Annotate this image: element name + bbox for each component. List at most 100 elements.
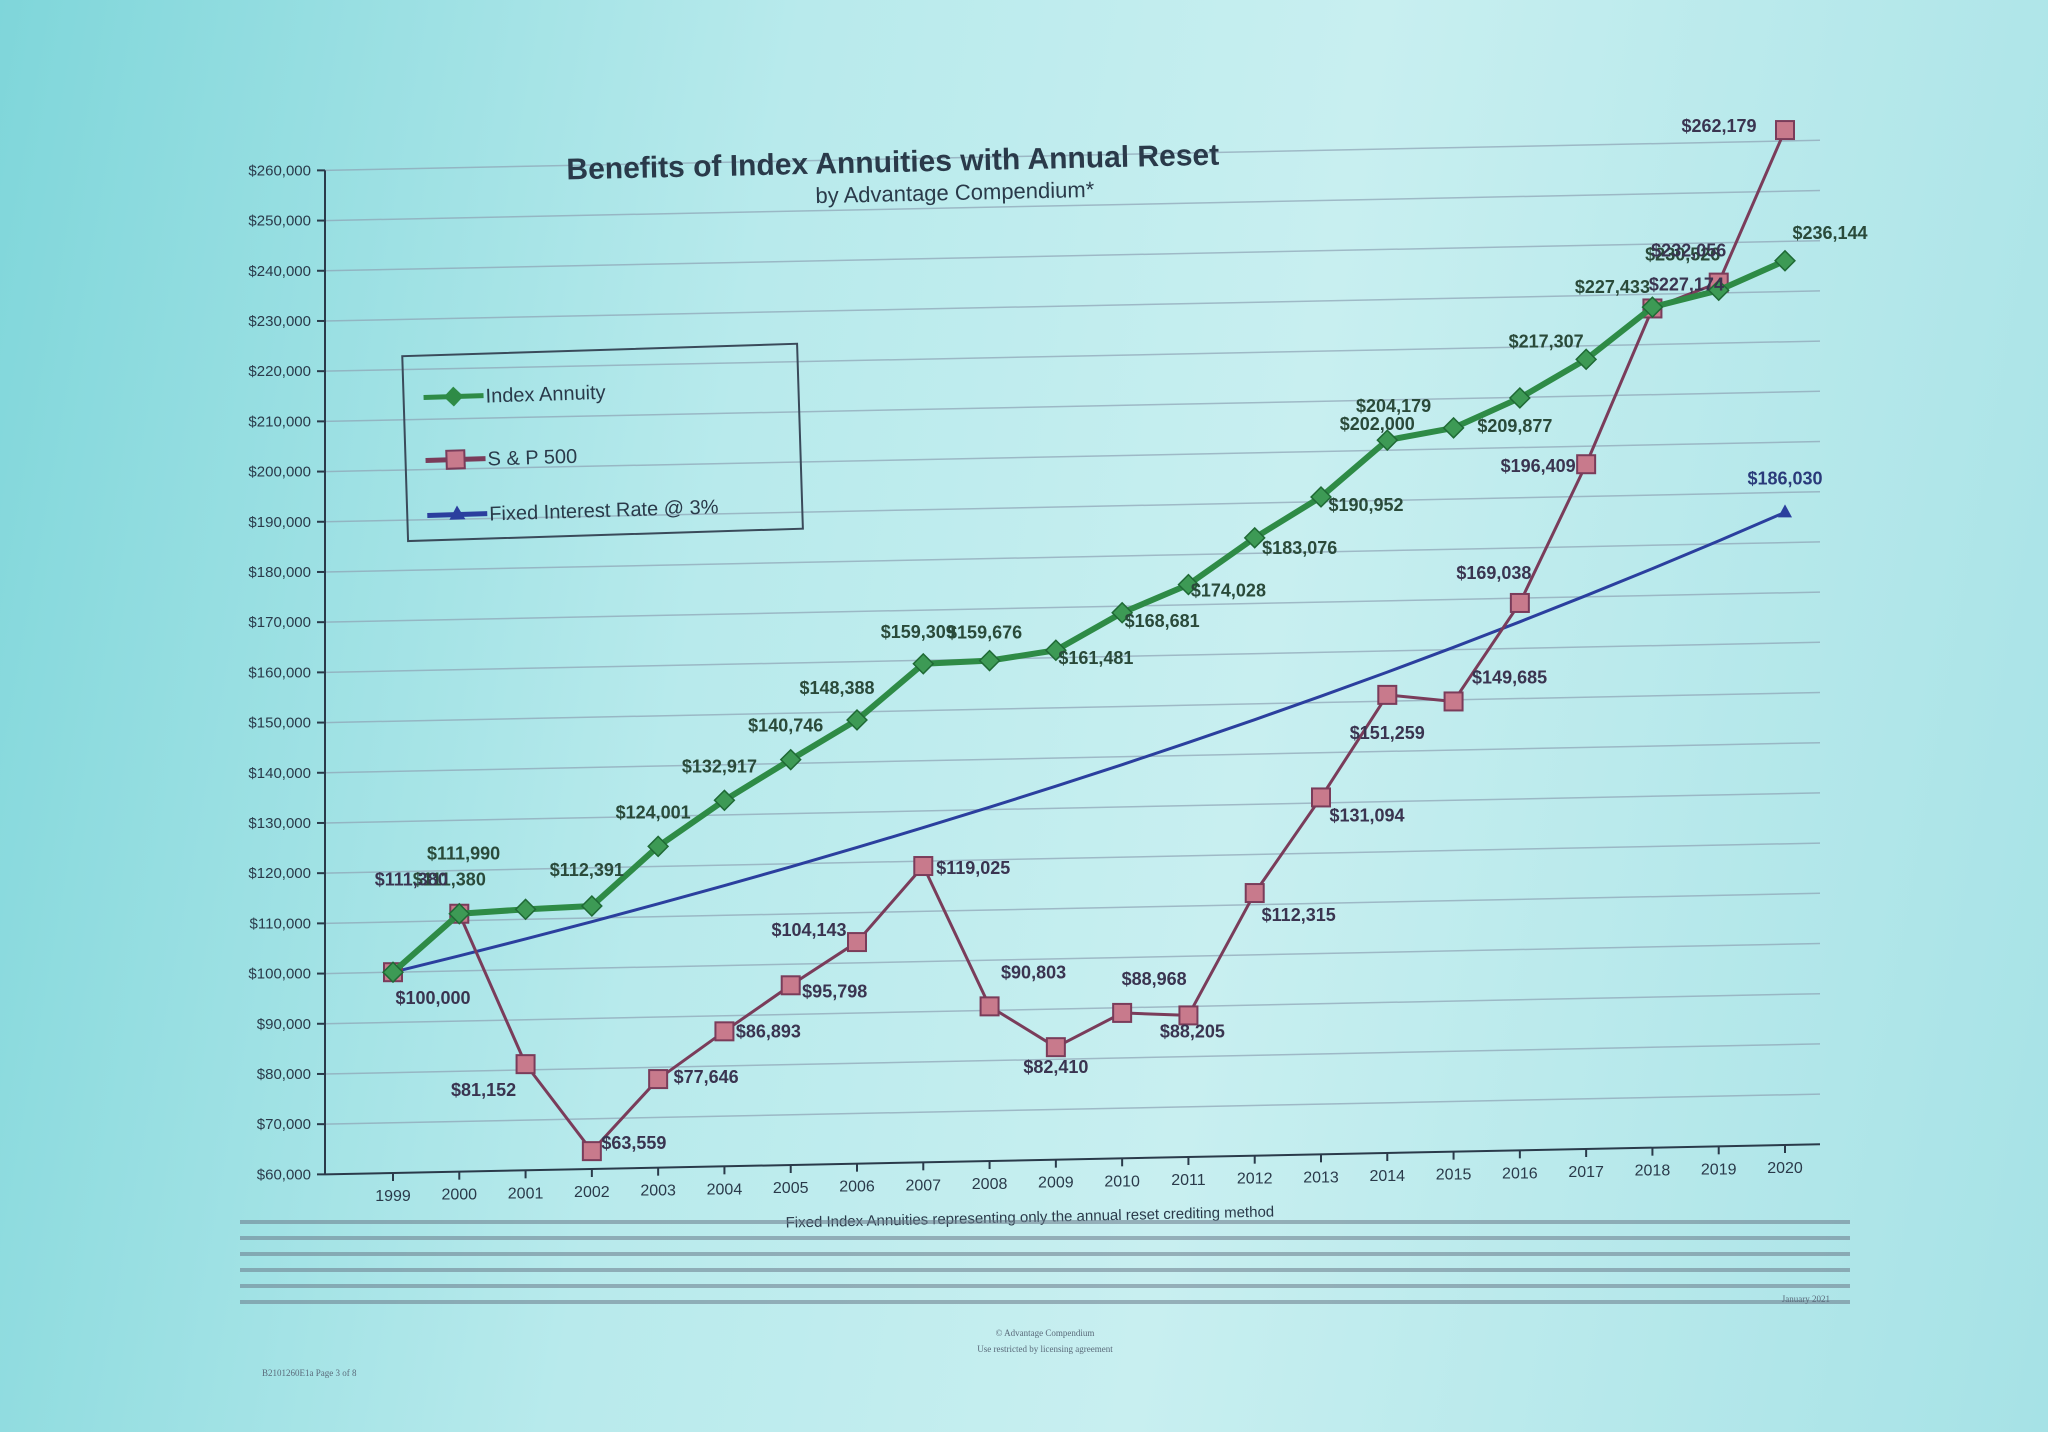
y-tick-label: $110,000 [250, 915, 311, 932]
data-label: $186,030 [1747, 468, 1822, 488]
x-tick-label: 2012 [1237, 1171, 1273, 1188]
x-tick-label: 2016 [1502, 1165, 1538, 1182]
x-tick-label: 2000 [441, 1187, 477, 1204]
data-label: $262,179 [1681, 116, 1756, 136]
point-index-annuity [912, 652, 935, 675]
legend-item-index-annuity: Index Annuity [423, 382, 606, 408]
legend-item-sp500: S & P 500 [425, 446, 578, 471]
point-sp500 [1576, 454, 1597, 475]
point-sp500 [1509, 592, 1530, 613]
gridline [324, 239, 1821, 272]
x-tick-label: 2017 [1568, 1164, 1604, 1181]
footnote-copyright: © Advantage Compendium [996, 1328, 1095, 1338]
legend-label-fixed-rate: Fixed Interest Rate @ 3% [489, 496, 719, 525]
data-label: $86,893 [736, 1021, 801, 1041]
y-tick-label: $160,000 [248, 664, 311, 681]
x-tick-label: 2002 [574, 1184, 610, 1201]
data-label: $111,990 [427, 843, 500, 863]
data-label: $149,685 [1472, 667, 1547, 687]
series-line-index-annuity [391, 258, 1787, 975]
point-index-annuity [448, 902, 471, 925]
point-fixed-rate [1778, 504, 1792, 518]
x-tick-label: 2008 [972, 1176, 1008, 1193]
y-tick-label: $210,000 [248, 413, 311, 430]
point-index-annuity [1508, 386, 1531, 409]
point-sp500 [1377, 684, 1398, 705]
data-label: $227,174 [1649, 274, 1724, 294]
point-index-annuity [713, 789, 736, 812]
chart-axes [324, 170, 1821, 1176]
y-tick-label: $60,000 [257, 1166, 311, 1183]
data-label: $77,646 [674, 1067, 739, 1087]
data-labels: $111,380 $111,990 $112,391 $124,001 $132,917… [375, 116, 1868, 1153]
gridline [324, 842, 1821, 874]
gridline [324, 1093, 1821, 1125]
point-index-annuity [1442, 416, 1465, 439]
gridline [324, 942, 1821, 975]
x-tick-label: 2005 [773, 1180, 809, 1197]
series-line-fixed-rate [392, 510, 1786, 974]
data-label: $81,152 [451, 1080, 516, 1100]
x-tick-label: 2014 [1369, 1168, 1405, 1185]
x-tick-label: 2013 [1303, 1169, 1339, 1186]
y-tick-label: $140,000 [248, 765, 311, 782]
data-label: $151,259 [1350, 723, 1425, 743]
point-sp500 [1311, 787, 1331, 808]
point-index-annuity [1376, 429, 1399, 452]
x-tick-label: 2015 [1436, 1167, 1472, 1184]
data-label: $169,038 [1456, 563, 1531, 583]
data-label: $131,094 [1329, 805, 1404, 825]
data-label: $161,481 [1058, 648, 1133, 668]
x-tick-label: 2011 [1171, 1172, 1206, 1189]
x-axis-ticks: 1999 2000 2001 2002 2003 2004 2005 2006 2007 2008… [375, 1145, 1803, 1205]
data-label: $100,000 [395, 988, 470, 1008]
chart-title: Benefits of Index Annuities with Annual … [566, 139, 1219, 187]
point-sp500 [1443, 691, 1464, 712]
x-tick-label: 1999 [375, 1188, 411, 1205]
y-tick-label: $250,000 [248, 213, 311, 230]
data-label: $124,001 [616, 802, 691, 822]
x-tick-label: 2004 [707, 1181, 743, 1198]
data-label: $196,409 [1501, 456, 1576, 476]
data-label: $227,433 [1575, 277, 1650, 297]
data-label: $159,676 [947, 623, 1022, 643]
point-sp500 [913, 856, 934, 877]
x-tick-label: 2001 [508, 1185, 544, 1202]
point-index-annuity [1177, 573, 1200, 596]
point-sp500 [581, 1141, 602, 1162]
disclaimer-text-block [240, 1215, 1850, 1310]
data-label: $104,143 [771, 920, 846, 940]
point-sp500 [1244, 883, 1265, 904]
data-label: $148,388 [799, 678, 874, 698]
legend-label-index-annuity: Index Annuity [485, 382, 606, 408]
gridline [324, 541, 1821, 573]
point-index-annuity [1111, 601, 1134, 624]
gridline [324, 691, 1821, 724]
data-label: $230,526 [1645, 244, 1720, 264]
data-label: $88,205 [1160, 1021, 1225, 1041]
point-index-annuity [779, 748, 802, 771]
y-tick-label: $230,000 [248, 313, 311, 330]
legend-item-fixed-rate: Fixed Interest Rate @ 3% [427, 496, 719, 526]
gridline [324, 992, 1821, 1025]
x-tick-label: 2006 [839, 1179, 875, 1196]
data-label: $183,076 [1262, 538, 1337, 558]
data-label: $209,877 [1477, 416, 1552, 436]
gridline [324, 641, 1821, 674]
data-label: $140,746 [748, 716, 823, 736]
point-index-annuity [1575, 348, 1598, 371]
gridline [324, 340, 1821, 372]
data-label: $159,309 [881, 622, 956, 642]
data-label: $111,380 [413, 870, 486, 890]
y-tick-label: $80,000 [257, 1066, 311, 1083]
x-tick-label: 2007 [905, 1177, 941, 1194]
y-tick-label: $170,000 [248, 614, 311, 631]
legend-label-sp500: S & P 500 [487, 446, 577, 471]
y-tick-label: $100,000 [248, 966, 311, 983]
point-sp500 [1775, 120, 1795, 141]
y-tick-label: $150,000 [248, 715, 311, 732]
data-label: $63,559 [601, 1133, 666, 1153]
point-sp500 [780, 975, 801, 996]
y-tick-label: $260,000 [248, 162, 311, 179]
